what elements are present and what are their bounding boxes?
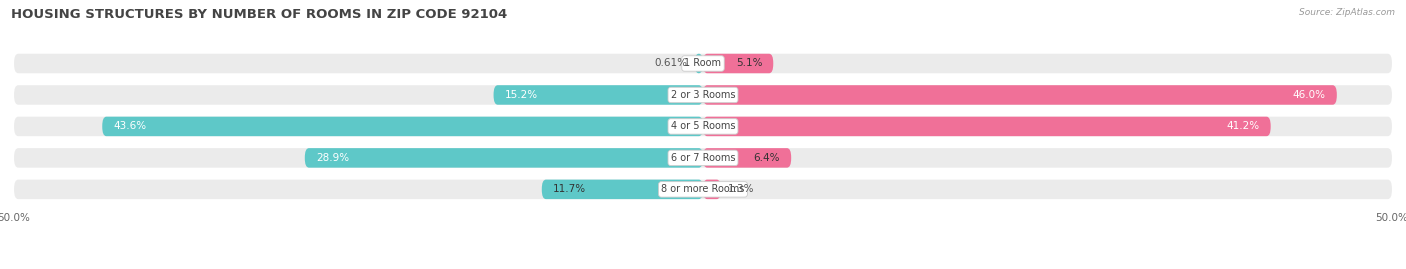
FancyBboxPatch shape — [14, 180, 1392, 199]
FancyBboxPatch shape — [494, 85, 703, 105]
FancyBboxPatch shape — [14, 117, 1392, 136]
Text: 28.9%: 28.9% — [316, 153, 349, 163]
Text: 41.2%: 41.2% — [1226, 121, 1260, 132]
Text: 5.1%: 5.1% — [735, 58, 762, 69]
Text: Source: ZipAtlas.com: Source: ZipAtlas.com — [1299, 8, 1395, 17]
Text: 6 or 7 Rooms: 6 or 7 Rooms — [671, 153, 735, 163]
Text: HOUSING STRUCTURES BY NUMBER OF ROOMS IN ZIP CODE 92104: HOUSING STRUCTURES BY NUMBER OF ROOMS IN… — [11, 8, 508, 21]
Text: 15.2%: 15.2% — [505, 90, 537, 100]
Text: 6.4%: 6.4% — [754, 153, 780, 163]
Text: 43.6%: 43.6% — [114, 121, 146, 132]
FancyBboxPatch shape — [695, 54, 703, 73]
Text: 2 or 3 Rooms: 2 or 3 Rooms — [671, 90, 735, 100]
Text: 8 or more Rooms: 8 or more Rooms — [661, 184, 745, 194]
FancyBboxPatch shape — [305, 148, 703, 168]
Text: 4 or 5 Rooms: 4 or 5 Rooms — [671, 121, 735, 132]
Text: 1.3%: 1.3% — [728, 184, 754, 194]
Text: 0.61%: 0.61% — [655, 58, 688, 69]
FancyBboxPatch shape — [703, 54, 773, 73]
FancyBboxPatch shape — [14, 54, 1392, 73]
FancyBboxPatch shape — [14, 148, 1392, 168]
FancyBboxPatch shape — [703, 148, 792, 168]
FancyBboxPatch shape — [703, 180, 721, 199]
Text: 11.7%: 11.7% — [553, 184, 586, 194]
FancyBboxPatch shape — [541, 180, 703, 199]
FancyBboxPatch shape — [703, 85, 1337, 105]
Text: 46.0%: 46.0% — [1292, 90, 1326, 100]
FancyBboxPatch shape — [103, 117, 703, 136]
FancyBboxPatch shape — [703, 117, 1271, 136]
Text: 1 Room: 1 Room — [685, 58, 721, 69]
FancyBboxPatch shape — [14, 85, 1392, 105]
